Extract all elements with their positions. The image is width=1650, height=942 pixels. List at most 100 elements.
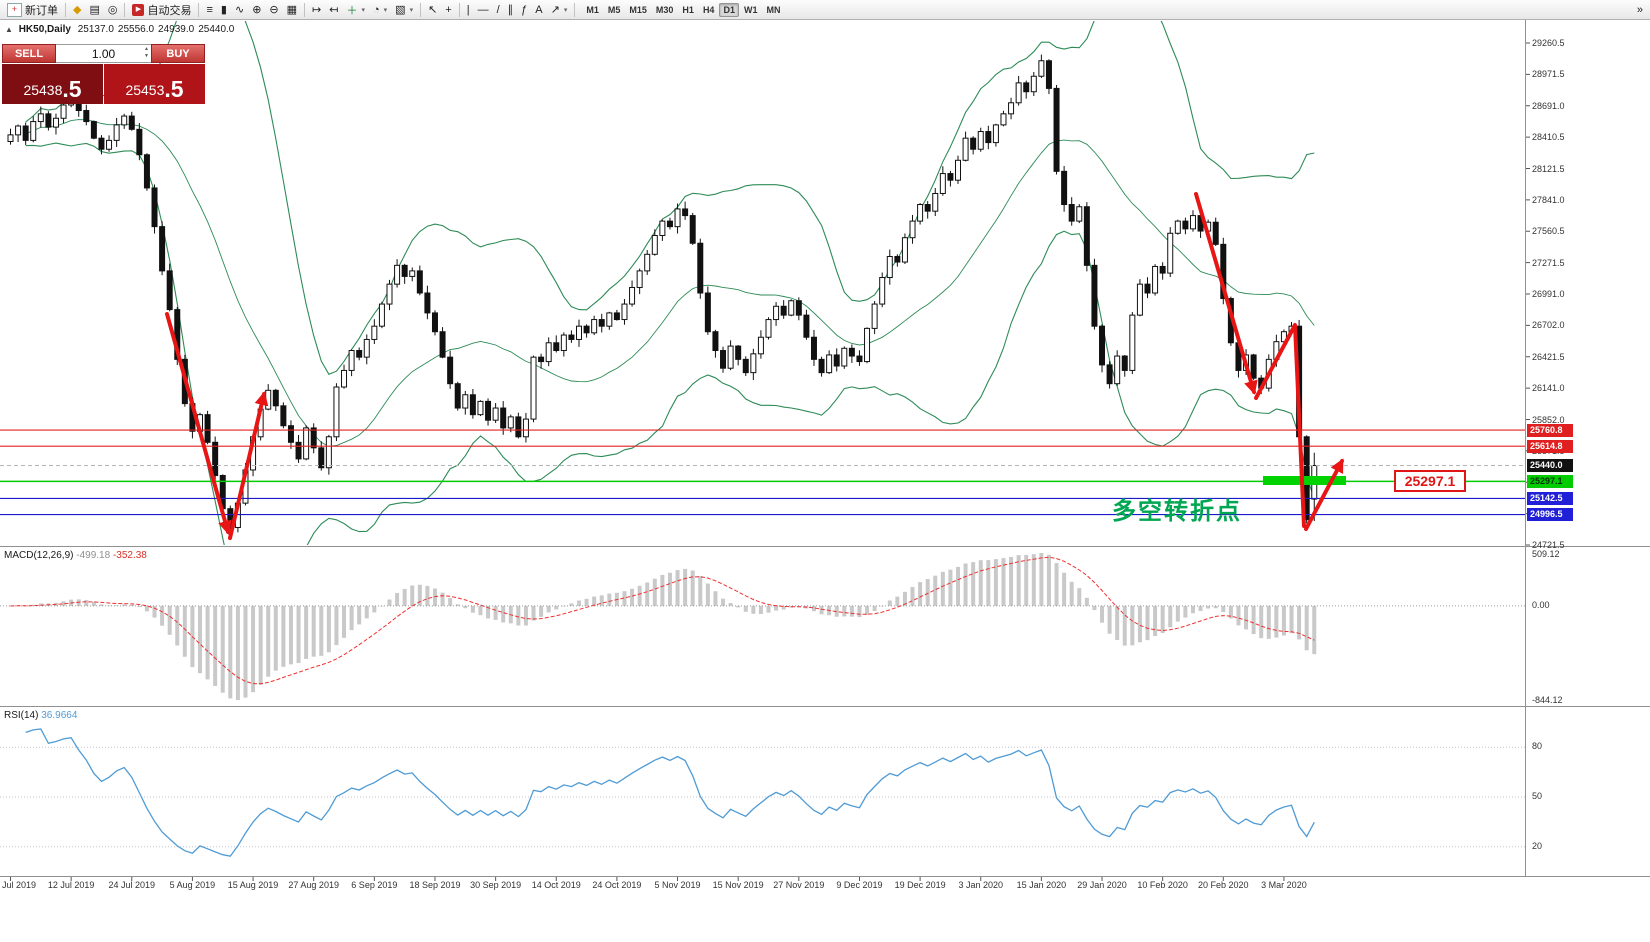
date-tick-label: 30 Sep 2019 <box>470 880 522 890</box>
date-tick-label: 19 Dec 2019 <box>894 880 946 890</box>
new-order-button[interactable]: + 新订单 <box>3 2 62 18</box>
timeframe-button-m1[interactable]: M1 <box>586 4 599 15</box>
price-badge: 25297.1 <box>1527 474 1573 488</box>
timeframe-button-h1[interactable]: H1 <box>682 4 694 15</box>
price-tick: 28121.5 <box>1532 163 1565 174</box>
date-tick-label: 24 Jul 2019 <box>108 880 156 890</box>
price-tick: 27271.5 <box>1532 257 1565 268</box>
date-tick-label: 24 Oct 2019 <box>592 880 642 890</box>
price-badge: 25142.5 <box>1527 491 1573 505</box>
price-badge: 25440.0 <box>1527 459 1573 473</box>
toolbar-separator <box>65 2 66 17</box>
macd-label: MACD(12,26,9) -499.18 -352.38 <box>4 550 147 561</box>
navigator-icon[interactable]: ◎ <box>107 4 118 16</box>
chart-shift-icon[interactable]: ↤ <box>329 4 339 16</box>
rsi-level-20: 20 <box>1532 841 1543 851</box>
price-badge: 25760.8 <box>1527 423 1573 437</box>
toolbar: + 新订单 ◆ ▤ ◎ ▶ 自动交易 ≡ ▮ ∿ ⊕ ⊖ ▦ ↦ ↤ ＋ ▾ ◔ ▾… <box>0 0 1650 20</box>
price-scale[interactable]: 29260.5 28971.5 28691.0 28410.5 28121.5 27841… <box>1526 20 1649 876</box>
timeframe-button-m15[interactable]: M15 <box>629 4 647 15</box>
timeframe-button-mn[interactable]: MN <box>766 4 781 15</box>
toolbar-overflow-icon[interactable]: » <box>1636 3 1643 16</box>
candlestick-chart-icon[interactable]: ▮ <box>220 4 227 16</box>
date-tick-label: 9 Dec 2019 <box>836 880 883 890</box>
sell-price-display: 25438.5 <box>2 64 103 104</box>
zoom-in-icon[interactable]: ⊕ <box>252 4 262 16</box>
date-tick-label: 20 Feb 2020 <box>1198 880 1249 890</box>
data-window-icon[interactable]: ▤ <box>89 4 100 16</box>
date-tick-label: 27 Nov 2019 <box>773 880 825 890</box>
horizontal-line-icon[interactable]: — <box>477 3 489 16</box>
turning-point-annotation: 多空转折点 <box>1112 498 1242 525</box>
trendline-icon[interactable]: / <box>496 3 500 16</box>
price-tick: 26702.0 <box>1532 320 1565 331</box>
timeframe-button-h4[interactable]: H4 <box>702 4 715 15</box>
rsi-level-80: 80 <box>1532 741 1543 751</box>
toolbar-separator <box>420 2 422 17</box>
toolbar-separator <box>574 2 576 17</box>
one-click-trading-panel: SELL 1.00 ▲ ▼ BUY 25438.5 25453.5 <box>2 44 205 104</box>
price-tag-annotation: 25297.1 <box>1394 470 1466 492</box>
autotrading-icon: ▶ <box>132 3 145 16</box>
text-tool-icon[interactable]: A <box>535 3 543 16</box>
tile-windows-icon[interactable]: ▦ <box>286 4 298 16</box>
templates-icon[interactable]: ▧ ▾ <box>395 4 414 16</box>
volume-spinner[interactable]: ▲ ▼ <box>144 46 149 59</box>
toolbar-separator <box>304 2 306 17</box>
arrows-tool-icon[interactable]: ↗ ▾ <box>550 4 568 16</box>
date-tick-label: 3 Jan 2020 <box>958 880 1004 890</box>
date-tick-label: 15 Nov 2019 <box>712 880 764 890</box>
toolbar-separator <box>124 2 126 17</box>
timeframe-button-m30[interactable]: M30 <box>655 4 674 15</box>
date-tick-label: 3 Mar 2020 <box>1261 880 1307 890</box>
date-axis-separator <box>0 876 1650 877</box>
macd-scale-max: 509.12 <box>1532 549 1560 559</box>
zoom-out-icon[interactable]: ⊖ <box>269 4 279 16</box>
macd-panel-separator[interactable] <box>0 546 1650 547</box>
price-tick: 27560.5 <box>1532 226 1565 237</box>
line-chart-icon[interactable]: ∿ <box>234 4 245 16</box>
date-tick-label: 18 Sep 2019 <box>409 880 461 890</box>
periods-icon[interactable]: ◔ ▾ <box>372 3 388 16</box>
channel-icon[interactable]: ∥ <box>507 4 514 16</box>
vertical-line-icon[interactable]: | <box>466 3 470 16</box>
bar-chart-icon[interactable]: ≡ <box>206 3 213 16</box>
timeframe-button-w1[interactable]: W1 <box>743 4 758 15</box>
date-tick-label: 6 Sep 2019 <box>351 880 398 890</box>
price-tick: 26991.0 <box>1532 289 1565 299</box>
market-watch-icon[interactable]: ◆ <box>73 4 82 16</box>
price-badge: 24996.5 <box>1527 508 1573 522</box>
cursor-icon[interactable]: ↖ <box>428 4 438 16</box>
price-tick: 26421.5 <box>1532 351 1565 362</box>
autotrading-button[interactable]: ▶ 自动交易 <box>128 2 195 18</box>
fibonacci-icon[interactable]: ƒ <box>521 3 528 16</box>
date-tick-label: 12 Jul 2019 <box>47 880 95 890</box>
timeframe-toolbar: M1 M5 M15 M30 H1 H4 D1 W1 MN <box>582 2 784 17</box>
ohlc-values: 25137.0 25556.0 24939.0 25440.0 <box>77 24 235 35</box>
symbol-label: HK50,Daily <box>18 24 71 35</box>
macd-scale-min: -844.12 <box>1532 695 1563 705</box>
price-scale-separator[interactable] <box>1525 20 1526 876</box>
indicators-icon[interactable]: ＋ ▾ <box>346 4 365 17</box>
date-tick-label: 10 Feb 2020 <box>1137 880 1188 890</box>
timeframe-button-m5[interactable]: M5 <box>607 4 621 15</box>
price-tick: 24721.5 <box>1532 540 1565 550</box>
date-axis[interactable]: Jul 2019 12 Jul 2019 24 Jul 2019 5 Aug 2019… <box>0 878 1525 894</box>
sell-button[interactable]: SELL <box>2 44 56 63</box>
price-tick: 28971.5 <box>1532 69 1565 80</box>
crosshair-icon[interactable]: + <box>445 3 452 16</box>
price-tick: 29260.5 <box>1532 38 1565 48</box>
date-tick-label: 27 Aug 2019 <box>288 880 339 890</box>
buy-button[interactable]: BUY <box>151 44 205 63</box>
rsi-panel-separator[interactable] <box>0 706 1650 707</box>
chart-title: ▲ HK50,Daily 25137.0 25556.0 24939.0 25440.… <box>5 24 234 35</box>
toolbar-separator <box>198 2 200 17</box>
date-tick-label: 15 Aug 2019 <box>227 880 279 890</box>
timeframe-button-d1[interactable]: D1 <box>719 2 739 17</box>
volume-input[interactable]: 1.00 ▲ ▼ <box>56 44 151 63</box>
one-click-collapse-icon[interactable]: ▲ <box>5 25 13 34</box>
volume-value: 1.00 <box>91 46 116 61</box>
auto-scroll-icon[interactable]: ↦ <box>312 4 322 16</box>
date-tick-label: 14 Oct 2019 <box>531 880 581 890</box>
